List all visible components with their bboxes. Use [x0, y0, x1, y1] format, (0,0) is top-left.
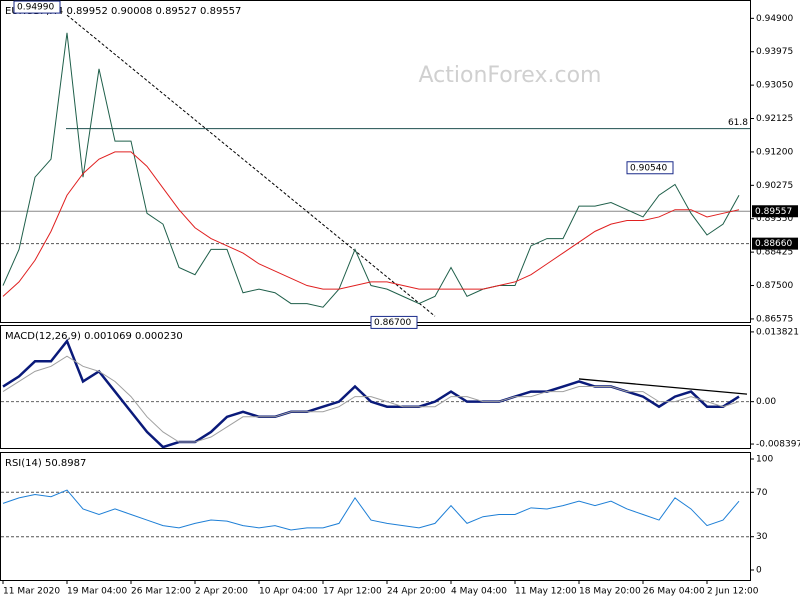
pane-title: EURGBP,H4 0.89952 0.90008 0.89527 0.8955…	[5, 6, 241, 17]
level-label: 0.88660	[755, 239, 792, 249]
y-tick-label: 0.94900	[756, 14, 793, 24]
fib-label: 61.8	[728, 118, 748, 128]
watermark: ActionForex.com	[419, 63, 602, 88]
x-tick-label: 2 Jun 12:00	[707, 587, 759, 597]
x-tick-label: 19 Mar 04:00	[67, 587, 127, 597]
pane-title: MACD(12,26,9) 0.001069 0.000230	[5, 331, 183, 342]
y-tick-label: 30	[756, 532, 768, 542]
x-tick-label: 4 May 04:00	[451, 587, 507, 597]
y-tick-label: 0.93975	[756, 47, 793, 57]
x-tick-label: 2 Apr 20:00	[195, 587, 248, 597]
x-tick-label: 17 Apr 12:00	[323, 587, 382, 597]
y-tick-label: 0	[756, 566, 762, 576]
annotation-box	[13, 0, 61, 14]
annotation-label: 0.86700	[374, 318, 411, 328]
y-tick-label: 0.86575	[756, 314, 793, 324]
x-tick-label: 26 Mar 12:00	[131, 587, 191, 597]
rsi-pane	[0, 452, 751, 581]
annotation-label: 0.94990	[17, 3, 54, 13]
y-tick-label: 0.92125	[756, 114, 793, 124]
y-tick-label: 0.87500	[756, 281, 793, 291]
y-tick-label: 0.88425	[756, 248, 793, 258]
y-tick-label: 100	[756, 454, 773, 464]
pane-title: RSI(14) 50.8987	[5, 458, 86, 469]
trendline	[66, 14, 436, 317]
series-line	[2, 32, 740, 308]
series-line	[2, 151, 740, 297]
level-box	[752, 205, 798, 218]
series-line	[2, 355, 740, 443]
y-tick-label: 0.013821	[756, 327, 799, 337]
x-tick-label: 26 May 04:00	[643, 587, 705, 597]
y-tick-label: 0.00	[756, 397, 776, 407]
level-label: 0.89557	[755, 207, 792, 217]
x-tick-label: 11 Mar 2020	[3, 587, 60, 597]
y-tick-label: 0.91200	[756, 147, 793, 157]
annotation-label: 0.90540	[630, 163, 667, 173]
annotation-box	[370, 315, 418, 329]
series-line	[2, 489, 740, 531]
y-tick-label: 0.93050	[756, 81, 793, 91]
y-tick-label: 0.90275	[756, 181, 793, 191]
x-tick-label: 24 Apr 20:00	[387, 587, 446, 597]
x-tick-label: 18 May 20:00	[579, 587, 641, 597]
y-tick-label: -0.008397	[756, 440, 800, 450]
x-tick-label: 11 May 12:00	[515, 587, 577, 597]
level-box	[752, 237, 798, 250]
y-tick-label: 70	[756, 488, 768, 498]
annotation-box	[626, 161, 674, 175]
trendline	[578, 378, 748, 395]
y-tick-label: 0.89350	[756, 214, 793, 224]
x-tick-label: 10 Apr 04:00	[259, 587, 318, 597]
